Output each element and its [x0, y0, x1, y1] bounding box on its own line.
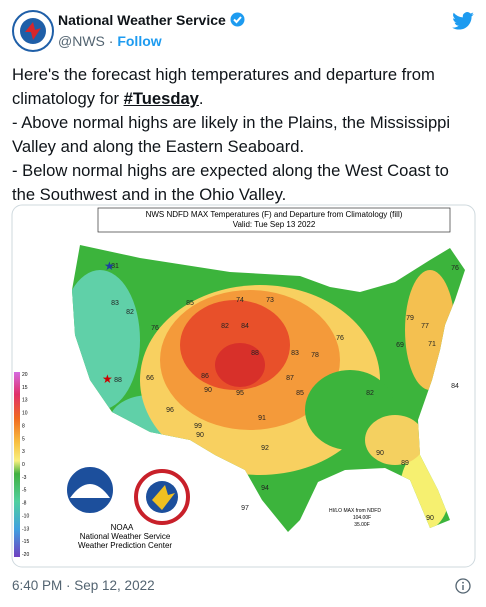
- temperature-label: 78: [311, 352, 319, 359]
- temperature-label: 86: [201, 373, 209, 380]
- legend-label: -5: [22, 488, 27, 494]
- intro-end: .: [198, 89, 204, 108]
- verified-badge: [230, 12, 245, 27]
- lo-star: ★: [104, 259, 115, 273]
- hashtag[interactable]: #Tuesday: [123, 89, 199, 108]
- temperature-label: 89: [401, 460, 409, 467]
- legend-label: -3: [22, 475, 27, 481]
- account-name[interactable]: National Weather Service: [58, 12, 245, 28]
- legend-label: 0: [22, 462, 25, 468]
- hi-value: 104.00F: [353, 515, 371, 521]
- temperature-label: 83: [111, 300, 119, 307]
- credit: National Weather Service: [80, 532, 171, 541]
- temperature-label: 90: [204, 387, 212, 394]
- twitter-logo[interactable]: [452, 12, 474, 30]
- temperature-label: 76: [336, 335, 344, 342]
- temperature-label: 69: [396, 342, 404, 349]
- timestamp[interactable]: 6:40 PM · Sep 12, 2022: [12, 578, 155, 593]
- map-title: NWS NDFD MAX Temperatures (F) and Depart…: [146, 210, 403, 219]
- temperature-label: 88: [114, 377, 122, 384]
- legend-label: -20: [22, 552, 29, 558]
- legend-label: -15: [22, 539, 29, 545]
- follow-button[interactable]: Follow: [117, 33, 162, 49]
- avatar[interactable]: [12, 10, 54, 52]
- tweet-text: Here's the forecast high temperatures an…: [12, 63, 476, 207]
- temperature-label: 76: [451, 265, 459, 272]
- temperature-label: 82: [221, 323, 229, 330]
- temperature-label: 82: [126, 309, 134, 316]
- legend-label: 13: [22, 398, 28, 404]
- legend-label: -10: [22, 513, 29, 519]
- temperature-label: 94: [261, 485, 269, 492]
- temperature-label: 84: [451, 383, 459, 390]
- temperature-label: 73: [266, 297, 274, 304]
- temperature-label: 71: [428, 341, 436, 348]
- map-title-box: [97, 207, 451, 233]
- bullet: - Below normal highs are expected along …: [12, 161, 449, 204]
- temperature-label: 79: [406, 315, 414, 322]
- temperature-label: 91: [258, 415, 266, 422]
- agency: NOAA: [111, 523, 134, 532]
- handle[interactable]: @NWS: [58, 33, 105, 49]
- separator: ·: [108, 33, 114, 49]
- temperature-label: 77: [421, 323, 429, 330]
- bullet: - Above normal highs are likely in the P…: [12, 113, 451, 156]
- temperature-label: 82: [366, 390, 374, 397]
- temperature-label: 85: [186, 300, 194, 307]
- legend-label: 15: [22, 385, 28, 391]
- lo-value: 35.00F: [354, 522, 370, 528]
- temperature-label: 95: [236, 390, 244, 397]
- map-image[interactable]: NWS NDFD MAX Temperatures (F) and Depart…: [0, 0, 486, 570]
- temperature-label: 96: [166, 407, 174, 414]
- legend-label: 10: [22, 411, 28, 417]
- legend-label: 20: [22, 372, 28, 378]
- temperature-label: 84: [241, 323, 249, 330]
- hi-star: ★: [102, 372, 113, 386]
- temperature-label: 88: [251, 350, 259, 357]
- temperature-label: 85: [296, 390, 304, 397]
- temperature-label: 74: [236, 297, 244, 304]
- legend-label: 3: [22, 449, 25, 455]
- colorbar: [14, 372, 20, 557]
- temperature-label: 99: [194, 423, 202, 430]
- info-icon[interactable]: [455, 578, 471, 594]
- temperature-label: 76: [151, 325, 159, 332]
- map-subtitle: Valid: Tue Sep 13 2022: [233, 220, 316, 229]
- hilo-title: HI/LO MAX from NDFD: [329, 508, 381, 514]
- temperature-label: 66: [146, 375, 154, 382]
- legend-label: 8: [22, 423, 25, 429]
- legend-label: -8: [22, 501, 27, 507]
- temperature-label: 87: [286, 375, 294, 382]
- temperature-label: 92: [261, 445, 269, 452]
- temperature-label: 81: [111, 263, 119, 270]
- handle-line: @NWS · Follow: [58, 33, 162, 49]
- intro: Here's the forecast high temperatures an…: [12, 65, 435, 108]
- temperature-label: 90: [196, 432, 204, 439]
- temperature-label: 97: [241, 505, 249, 512]
- credit: Weather Prediction Center: [78, 541, 172, 550]
- legend-label: 5: [22, 436, 25, 442]
- legend-label: -13: [22, 526, 29, 532]
- temperature-label: 83: [291, 350, 299, 357]
- temperature-label: 90: [376, 450, 384, 457]
- temperature-label: 90: [426, 515, 434, 522]
- name[interactable]: National Weather Service: [58, 12, 226, 28]
